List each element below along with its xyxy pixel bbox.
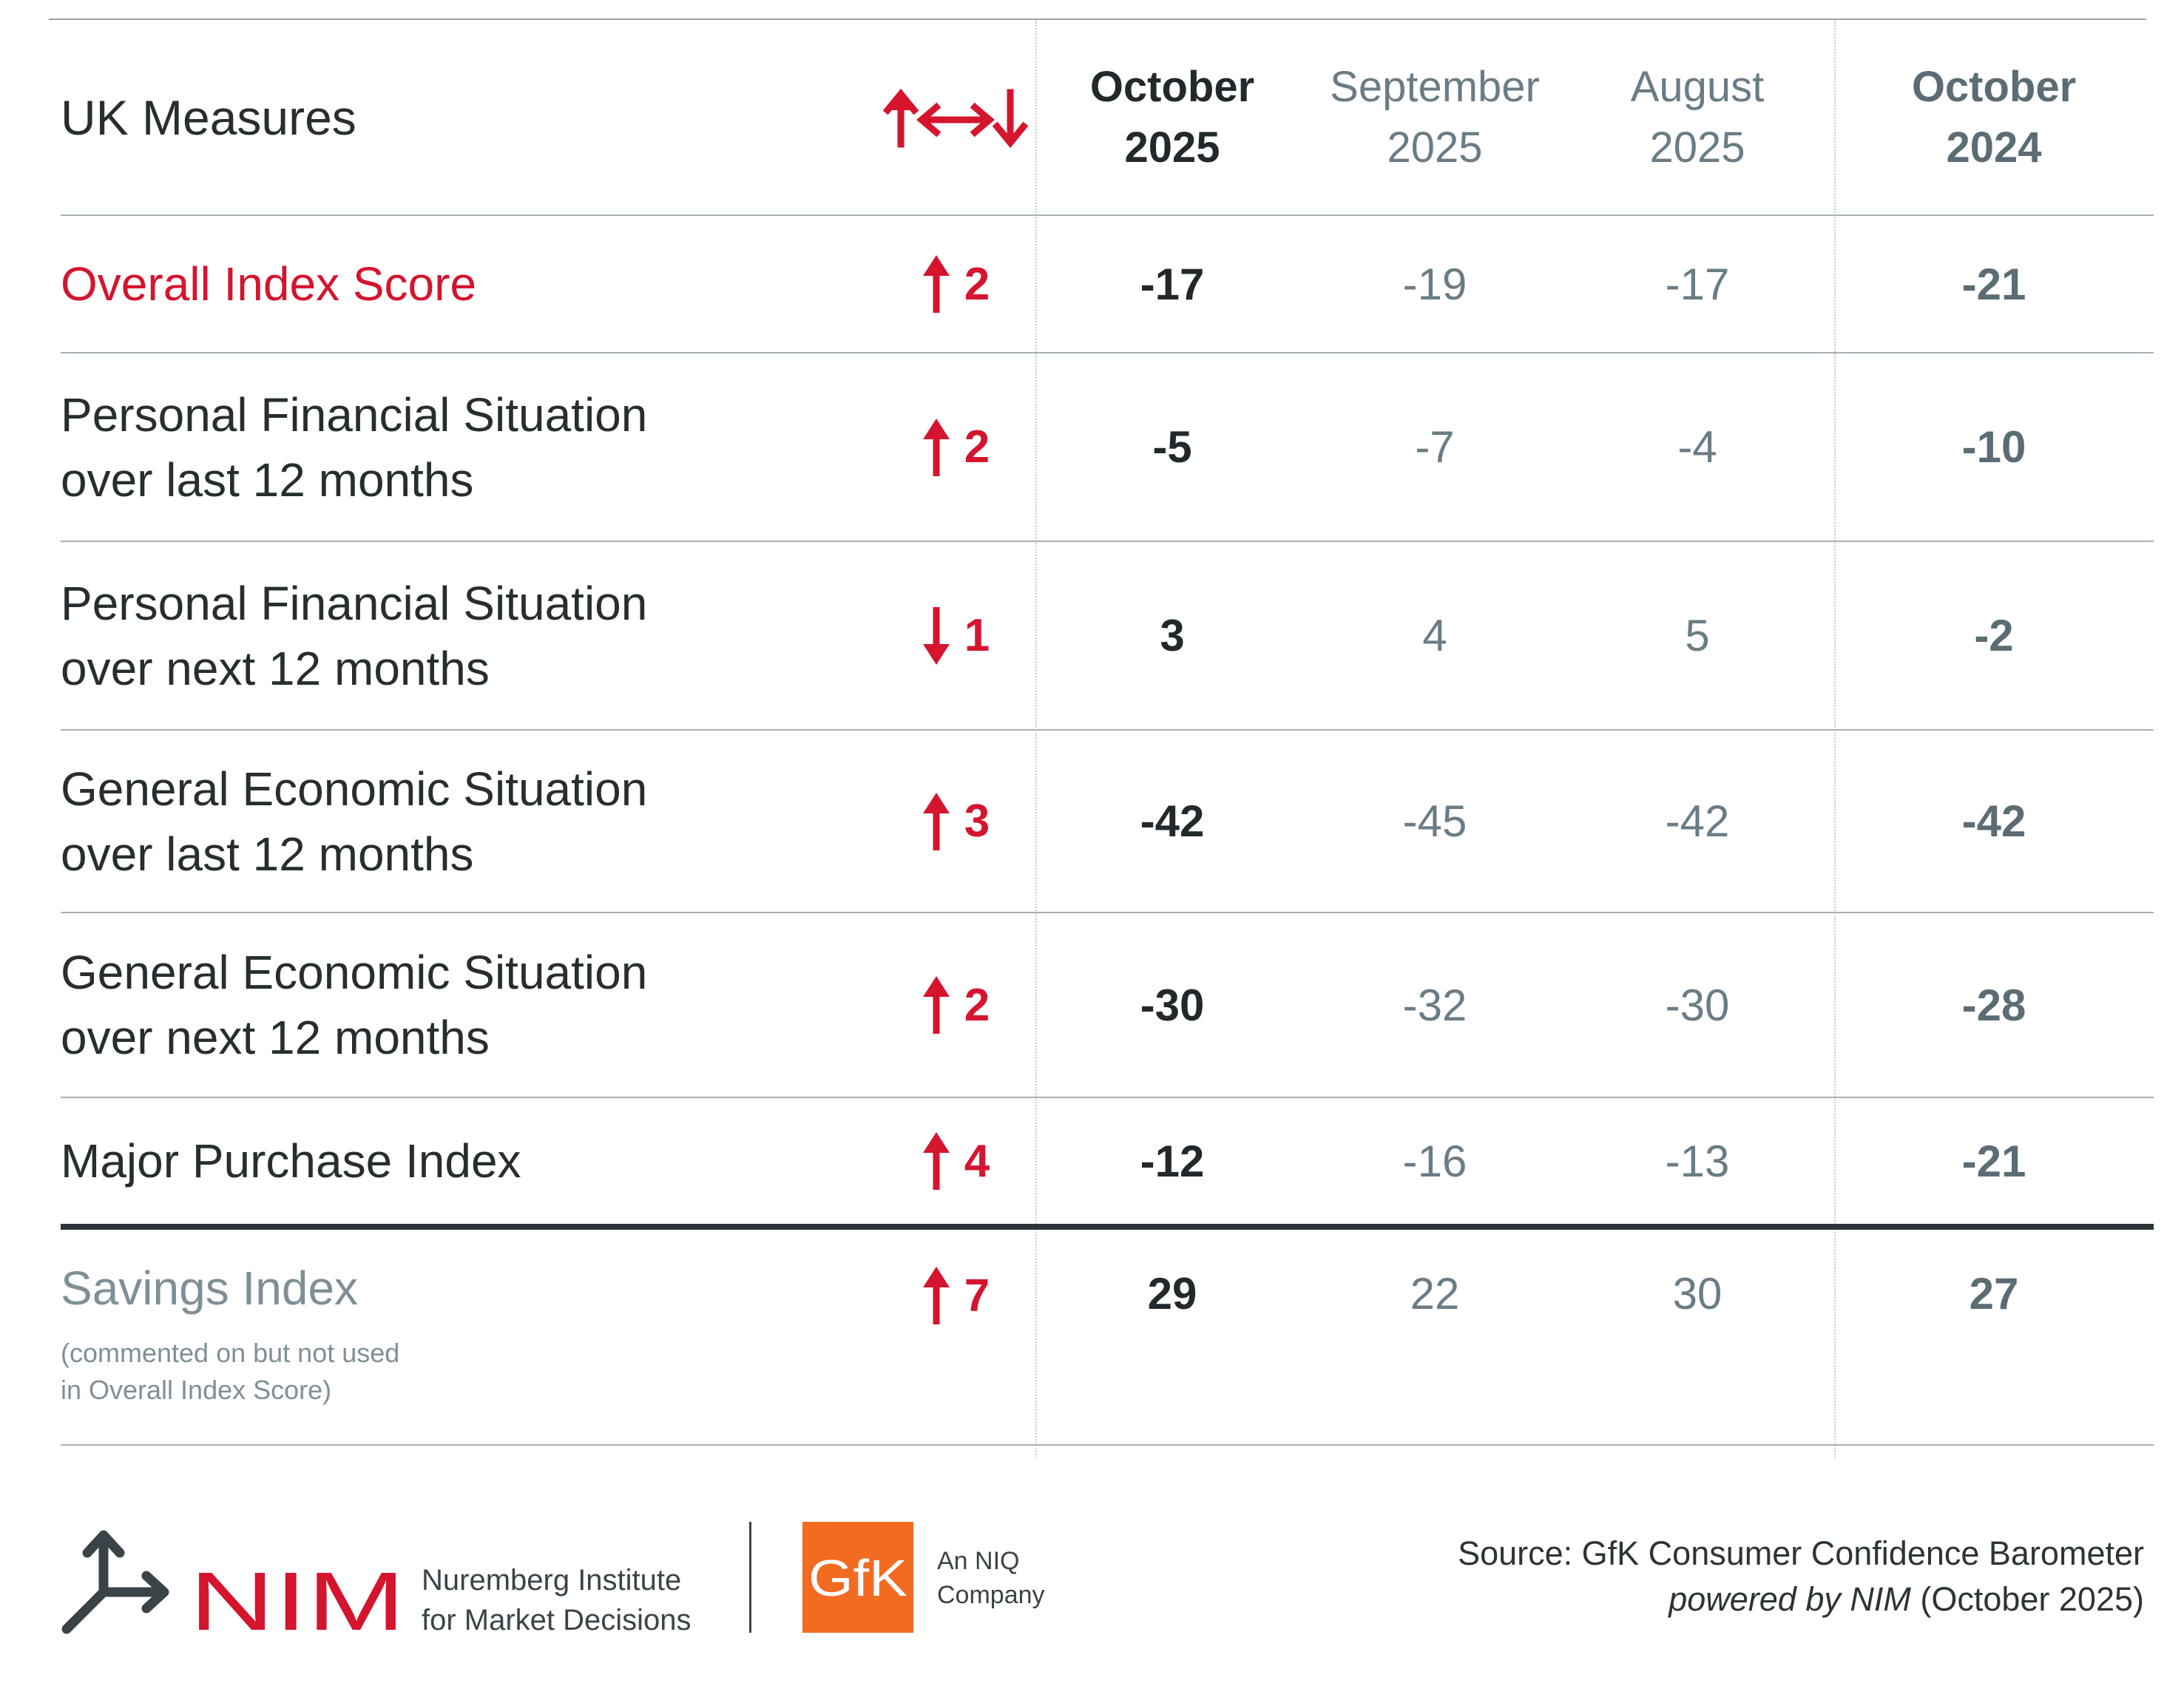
change-indicator: 2 (922, 254, 990, 314)
change-indicator: 3 (922, 791, 990, 852)
arrow-up-icon (922, 255, 950, 313)
nim-arrow-logo-icon (61, 1530, 169, 1634)
value-last-year: -28 (1961, 980, 2026, 1030)
value: -19 (1402, 259, 1467, 309)
row-label: Major Purchase Index (61, 1134, 521, 1188)
column-header: October 2025 (1089, 62, 1255, 172)
row-note: (commented on but not used in Overall Ind… (61, 1338, 400, 1405)
value-last-year: 27 (1969, 1269, 2019, 1318)
row-label: General Economic Situation over next 12 m… (61, 946, 648, 1064)
value: -4 (1677, 422, 1717, 472)
table-row: General Economic Situation over last 12 m… (61, 731, 2154, 913)
row-label: General Economic Situation over last 12 m… (61, 762, 648, 881)
value-current: -17 (1140, 259, 1205, 309)
value: -16 (1402, 1136, 1467, 1186)
value: -30 (1665, 980, 1730, 1030)
value-last-year: -10 (1961, 422, 2026, 472)
value: 5 (1685, 611, 1710, 660)
arrow-up-icon (922, 792, 950, 850)
measures-table: UK Measures October 2025 (61, 20, 2154, 1446)
value: 22 (1410, 1269, 1460, 1318)
row-label: Personal Financial Situation over next 12… (61, 576, 648, 695)
value: -42 (1665, 796, 1730, 846)
value: 4 (1422, 611, 1447, 660)
value: -32 (1402, 980, 1467, 1030)
table-header: UK Measures October 2025 (61, 20, 2154, 216)
svg-text:GfK: GfK (808, 1549, 907, 1607)
row-label: Overall Index Score (61, 257, 477, 311)
value-current: -42 (1140, 796, 1205, 846)
value-current: 3 (1160, 611, 1185, 660)
value-last-year: -21 (1961, 1136, 2026, 1186)
row-label: Savings Index (61, 1262, 359, 1315)
change-indicator: 2 (922, 417, 990, 478)
niq-tagline: An NIQ Company (937, 1547, 1045, 1609)
column-divider (1035, 20, 1037, 1458)
column-header: August 2025 (1630, 62, 1765, 172)
value-current: -12 (1140, 1136, 1205, 1186)
row-label: Personal Financial Situation over last 12… (61, 387, 648, 507)
value-last-year: -21 (1961, 259, 2026, 309)
column-header: September 2025 (1330, 62, 1540, 172)
arrow-up-icon (922, 976, 950, 1034)
value: -45 (1402, 796, 1467, 846)
table-row: Major Purchase Index 4 -12 -16 -13 -21 (61, 1098, 2154, 1230)
change-indicator: 4 (922, 1131, 990, 1191)
change-indicator: 7 (922, 1265, 990, 1326)
value-current: 29 (1147, 1269, 1197, 1318)
column-header: October 2024 (1911, 62, 2077, 172)
value-current: -5 (1152, 422, 1192, 472)
table-row: Savings Index (commented on but not used… (61, 1230, 2154, 1446)
top-rule (49, 18, 2146, 20)
source-note: Source: GfK Consumer Confidence Baromete… (1458, 1534, 2144, 1618)
gfk-logo: GfK (802, 1522, 913, 1633)
nim-name: Nuremberg Institute for Market Decisions (422, 1564, 692, 1636)
table-row: Overall Index Score 2 -17 -19 -17 -21 (61, 216, 2154, 353)
value: 30 (1672, 1269, 1722, 1318)
arrow-up-icon (922, 1267, 950, 1324)
value-last-year: -2 (1974, 611, 2014, 660)
table-row: Personal Financial Situation over last 12… (61, 353, 2154, 542)
value: -13 (1665, 1136, 1730, 1186)
arrow-up-icon (922, 1132, 950, 1190)
svg-text:NIM: NIM (189, 1566, 405, 1634)
value-current: -30 (1140, 980, 1205, 1030)
table-row: Personal Financial Situation over next 12… (61, 542, 2154, 731)
column-divider (1834, 20, 1836, 1458)
nim-wordmark: NIM (189, 1566, 405, 1634)
value-last-year: -42 (1961, 796, 2026, 846)
table-row: General Economic Situation over next 12 m… (61, 913, 2154, 1098)
change-indicator: 1 (922, 606, 990, 666)
arrow-up-icon (922, 418, 950, 476)
value: -17 (1665, 259, 1730, 309)
value: -7 (1415, 422, 1455, 472)
trend-legend-icon (859, 20, 1052, 214)
arrow-down-icon (922, 606, 950, 665)
footer-divider (749, 1522, 751, 1633)
change-indicator: 2 (922, 975, 990, 1035)
table-title: UK Measures (61, 89, 356, 145)
